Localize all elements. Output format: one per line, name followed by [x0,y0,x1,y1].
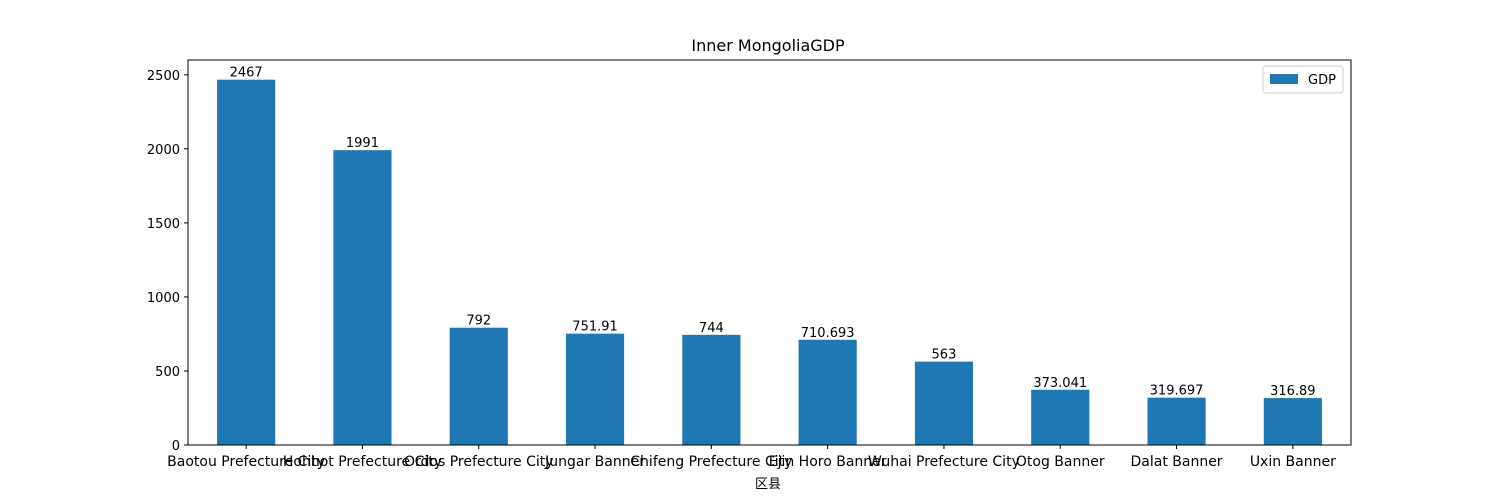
bar-value-label: 2467 [230,66,263,81]
x-tick-label: Jungar Banner [544,454,645,470]
x-tick-label: Wuhai Prefecture City [868,454,1020,470]
bar [1031,389,1090,445]
bar [217,79,276,446]
y-axis: 0 500 1000 1500 2000 2500 [147,69,188,454]
legend-label: GDP [1308,73,1336,88]
bar [565,333,625,445]
plot-frame [187,59,1352,446]
value-labels-group: 2467 1991 792 751.91 744 710.693 563 373.041 319… [230,66,1316,399]
bar [1263,398,1322,445]
bar-value-label: 751.91 [572,320,618,335]
bars-group [217,79,1322,446]
bar [798,339,857,445]
legend-box [1262,65,1344,94]
y-tick-label: 2500 [147,69,180,84]
bar [449,327,508,445]
bar [914,361,974,445]
bar-value-label: 316.89 [1270,384,1316,399]
x-tick-label: Dalat Banner [1131,454,1223,470]
y-tick-label: 1000 [147,291,180,306]
x-tick-label: Ejin Horo Banner [769,454,887,470]
bar-value-label: 563 [932,348,957,363]
x-tick-label: Uxin Banner [1250,454,1336,470]
bar [1147,397,1206,445]
x-tick-label: Otog Banner [1016,454,1105,470]
x-tick-label: Hohhot Prefecture City [283,454,442,470]
bar-value-label: 373.041 [1033,376,1087,391]
x-tick-label: Baotou Prefecture City [167,454,325,470]
bar-value-label: 792 [466,314,491,329]
bar-value-label: 319.697 [1150,384,1204,399]
bar-value-label: 744 [699,321,724,336]
legend-swatch [1270,74,1298,84]
y-tick-label: 1500 [147,217,180,232]
x-tick-label: Chifeng Prefecture City [630,454,792,470]
bar-value-label: 710.693 [801,326,855,341]
x-tick-label: Ordos Prefecture City [404,454,554,470]
bar [333,150,392,446]
y-tick-label: 0 [172,439,180,454]
chart-title: Inner MongoliaGDP [691,36,845,55]
y-tick-label: 2000 [147,143,180,158]
x-axis-label: 区县 [755,477,781,492]
bar-value-label: 1991 [346,136,379,151]
y-tick-label: 500 [155,365,180,380]
bar [682,334,741,445]
legend: GDP [1262,65,1344,94]
